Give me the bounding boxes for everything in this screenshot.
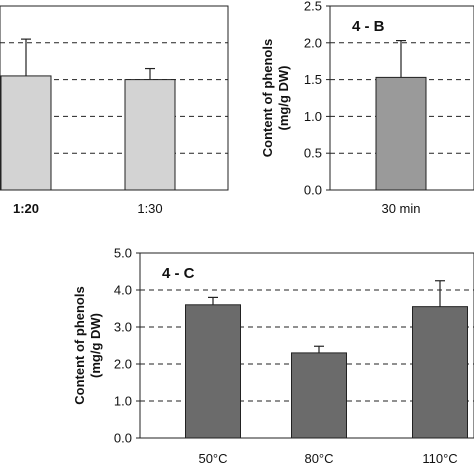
x-tick-label: 50°C xyxy=(198,451,227,466)
panel-label: 4 - C xyxy=(162,265,195,282)
x-tick-label: 110°C xyxy=(422,451,457,466)
bar xyxy=(0,75,52,191)
y-tick-label: 0.0 xyxy=(114,431,132,446)
y-axis-label: Content of phenols(mg/g DW) xyxy=(72,286,103,404)
y-axis-label-line: Content of phenols xyxy=(72,286,87,404)
chart-panel-3: 0.0 1.0 2.0 3.0 4.0 5.0 50°C 80°C 110°C 4 - C Cont… xyxy=(72,246,474,466)
bar xyxy=(185,304,241,439)
x-tick-label: 1:30 xyxy=(137,201,162,216)
y-tick-label: 2.5 xyxy=(304,0,322,14)
chart-panel-1: 1:20 1:30 xyxy=(0,5,229,216)
bar xyxy=(124,79,176,191)
y-axis-label-line: (mg/g DW) xyxy=(276,66,291,131)
y-tick-label: 1.0 xyxy=(304,109,322,124)
y-axis-label: Content of phenols(mg/g DW) xyxy=(260,39,291,157)
x-tick-label: 30 min xyxy=(381,201,420,216)
y-tick-label: 1.0 xyxy=(114,394,132,409)
y-tick-label: 1.5 xyxy=(304,72,322,87)
y-axis-label-line: Content of phenols xyxy=(260,39,275,157)
y-tick-label: 4.0 xyxy=(114,283,132,298)
bar xyxy=(291,352,347,439)
bar xyxy=(412,306,468,439)
y-tick-label: 3.0 xyxy=(114,320,132,335)
y-tick-label: 2.0 xyxy=(114,357,132,372)
y-tick-label: 0.5 xyxy=(304,146,322,161)
y-tick-label: 0.0 xyxy=(304,183,322,198)
y-axis-label-line: (mg/g DW) xyxy=(88,313,103,378)
y-tick-label: 2.0 xyxy=(304,35,322,50)
chart-panel-2: 0.0 0.5 1.0 1.5 2.0 2.5 30 min 4 - B Content of … xyxy=(260,0,474,216)
y-tick-label: 5.0 xyxy=(114,246,132,261)
x-tick-label: 1:20 xyxy=(13,201,39,216)
x-tick-label: 80°C xyxy=(304,451,333,466)
bar xyxy=(375,76,427,191)
panel-label: 4 - B xyxy=(352,18,385,35)
